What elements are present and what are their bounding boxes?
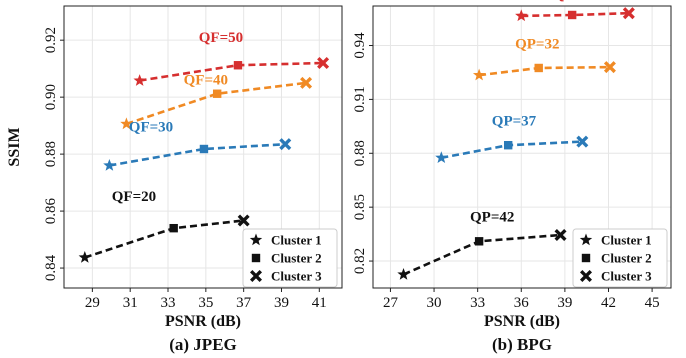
legend-label: Cluster 3 — [271, 269, 322, 284]
y-axis-label: SSIM — [6, 127, 23, 166]
series-annotation: QP=42 — [470, 210, 514, 226]
series-annotation: QF=40 — [184, 72, 228, 88]
data-point-cluster-3 — [237, 214, 250, 227]
x-tick-label: 36 — [514, 295, 530, 311]
y-tick-label: 0.82 — [352, 248, 368, 274]
legend-marker-cluster-2 — [251, 253, 261, 263]
data-point-cluster-3 — [300, 76, 313, 89]
legend-box — [242, 228, 338, 288]
data-point-cluster-3 — [554, 229, 567, 242]
legend-marker-cluster-2 — [581, 253, 591, 263]
data-point-cluster-2 — [169, 223, 178, 233]
x-tick-label: 35 — [198, 295, 213, 311]
data-point-cluster-2 — [567, 10, 577, 20]
data-point-cluster-1 — [120, 117, 133, 130]
data-point-cluster-2 — [212, 89, 222, 98]
series-annotation: QP=32 — [515, 37, 559, 53]
series-qf-30 — [103, 138, 292, 171]
y-tick-label: 0.85 — [352, 194, 368, 220]
y-tick-label: 0.90 — [43, 84, 59, 110]
series-qf-40 — [120, 76, 313, 130]
x-tick-label: 31 — [123, 295, 138, 311]
panel-caption: (b) BPG — [492, 335, 552, 354]
legend-marker-cluster-1 — [249, 233, 263, 246]
data-point-cluster-1 — [472, 68, 486, 81]
x-tick-label: 33 — [161, 295, 176, 311]
plot-frame — [372, 5, 672, 289]
x-tick-label: 29 — [85, 295, 100, 311]
data-point-cluster-1 — [397, 268, 410, 280]
series-qp-32 — [472, 61, 616, 81]
data-point-cluster-1 — [133, 74, 146, 86]
series-qp-27 — [515, 7, 635, 22]
data-point-cluster-3 — [576, 135, 589, 148]
series-annotation: QF=30 — [129, 119, 173, 135]
data-point-cluster-3 — [317, 56, 330, 69]
legend: Cluster 1 Cluster 2 Cluster 3 — [572, 228, 668, 288]
data-point-cluster-2 — [503, 141, 513, 150]
legend-label: Cluster 3 — [601, 269, 652, 284]
x-tick-label: 41 — [312, 295, 327, 311]
data-point-cluster-3 — [603, 61, 616, 74]
series-qf-50 — [133, 56, 330, 86]
x-tick-label: 30 — [427, 295, 442, 311]
x-axis-label: PSNR (dB) — [165, 313, 241, 330]
series-annotation: QP=27 — [553, 0, 598, 3]
data-point-cluster-1 — [103, 159, 116, 171]
x-tick-label: 45 — [645, 295, 660, 311]
x-tick-label: 39 — [557, 295, 572, 311]
series-line — [84, 219, 244, 259]
x-tick-label: 27 — [383, 295, 399, 311]
series-qf-20 — [78, 214, 250, 263]
panel-bpg: 27 30 33 36 39 42 45 0.82 0.85 0.88 0.91 0.94 PSNR (… — [352, 0, 672, 354]
series-line — [478, 65, 610, 77]
y-tick-label: 0.92 — [43, 27, 59, 53]
y-tick-label: 0.86 — [43, 197, 59, 224]
y-tick-label: 0.84 — [43, 254, 59, 281]
series-line — [109, 142, 286, 167]
y-tick-label: 0.88 — [43, 141, 59, 167]
series-line — [139, 61, 324, 82]
series-qp-37 — [435, 135, 589, 164]
series-qp-42 — [397, 229, 567, 280]
plot-frame — [63, 5, 343, 289]
y-tick-label: 0.94 — [352, 32, 368, 59]
legend-marker-cluster-3 — [579, 269, 593, 283]
x-tick-label: 33 — [470, 295, 485, 311]
legend: Cluster 1 Cluster 2 Cluster 3 — [242, 228, 338, 288]
legend-label: Cluster 1 — [271, 233, 322, 248]
panel-caption: (a) JPEG — [169, 335, 237, 354]
legend-label: Cluster 2 — [271, 251, 322, 266]
series-annotation: QF=20 — [112, 189, 156, 205]
series-annotation: QF=50 — [199, 30, 243, 46]
legend-marker-cluster-3 — [249, 269, 263, 283]
data-point-cluster-2 — [474, 237, 484, 246]
series-annotation: QP=37 — [492, 113, 537, 129]
y-tick-label: 0.88 — [352, 140, 368, 166]
legend-box — [572, 228, 668, 288]
x-axis-label: PSNR (dB) — [484, 313, 560, 330]
legend-marker-cluster-1 — [579, 233, 593, 246]
data-point-cluster-1 — [515, 9, 528, 22]
x-tick-label: 39 — [274, 295, 289, 311]
legend-label: Cluster 2 — [601, 251, 652, 266]
panel-jpeg: 29 31 33 35 37 39 41 0.84 0.86 0.88 0.90 0.92 PSNR (… — [6, 5, 343, 354]
series-line — [125, 81, 307, 126]
data-point-cluster-2 — [199, 144, 209, 154]
data-point-cluster-3 — [622, 7, 635, 20]
x-tick-label: 37 — [236, 295, 252, 311]
legend-label: Cluster 1 — [601, 233, 652, 248]
data-point-cluster-1 — [435, 151, 448, 164]
data-point-cluster-2 — [534, 63, 543, 73]
y-tick-label: 0.91 — [352, 86, 368, 112]
data-point-cluster-3 — [279, 138, 292, 151]
data-point-cluster-1 — [78, 251, 91, 263]
data-point-cluster-2 — [233, 61, 243, 70]
x-tick-label: 42 — [601, 295, 616, 311]
